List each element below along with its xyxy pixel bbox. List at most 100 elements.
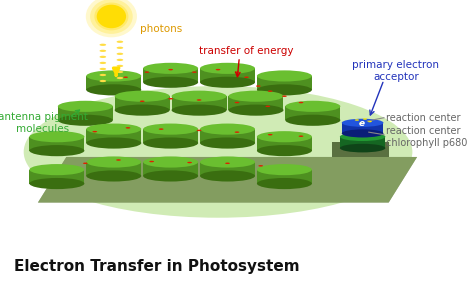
Polygon shape — [257, 76, 312, 90]
Ellipse shape — [257, 145, 312, 156]
Text: transfer of energy: transfer of energy — [199, 46, 294, 56]
Ellipse shape — [244, 77, 249, 78]
Ellipse shape — [200, 157, 255, 168]
Ellipse shape — [257, 178, 312, 189]
Ellipse shape — [100, 62, 106, 64]
Polygon shape — [58, 106, 113, 120]
Ellipse shape — [149, 161, 154, 162]
Ellipse shape — [90, 0, 133, 34]
Ellipse shape — [58, 115, 113, 126]
Ellipse shape — [200, 124, 255, 135]
Ellipse shape — [143, 137, 198, 149]
Ellipse shape — [115, 104, 170, 116]
Ellipse shape — [143, 77, 198, 88]
Ellipse shape — [117, 41, 123, 43]
Polygon shape — [115, 96, 170, 110]
Polygon shape — [200, 68, 255, 82]
Ellipse shape — [363, 118, 367, 120]
Ellipse shape — [86, 84, 141, 95]
Ellipse shape — [143, 63, 198, 74]
Ellipse shape — [235, 132, 239, 133]
Ellipse shape — [172, 104, 227, 116]
Polygon shape — [86, 129, 141, 143]
Ellipse shape — [58, 101, 113, 112]
Text: Electron Transfer in Photosystem: Electron Transfer in Photosystem — [14, 260, 300, 274]
Ellipse shape — [228, 91, 283, 102]
Ellipse shape — [197, 99, 201, 101]
Ellipse shape — [100, 74, 106, 76]
Ellipse shape — [97, 5, 126, 28]
Ellipse shape — [117, 77, 123, 79]
Ellipse shape — [117, 53, 123, 55]
Ellipse shape — [86, 124, 141, 135]
Ellipse shape — [359, 123, 363, 124]
Ellipse shape — [29, 178, 84, 189]
Ellipse shape — [100, 56, 106, 58]
Ellipse shape — [187, 162, 192, 163]
Text: photons: photons — [140, 24, 182, 34]
Polygon shape — [143, 129, 198, 143]
Polygon shape — [38, 157, 417, 203]
Ellipse shape — [29, 164, 84, 175]
Ellipse shape — [86, 157, 141, 168]
Ellipse shape — [342, 119, 383, 127]
Ellipse shape — [159, 128, 164, 130]
Polygon shape — [29, 137, 84, 151]
Ellipse shape — [168, 69, 173, 70]
Ellipse shape — [168, 98, 173, 100]
Ellipse shape — [285, 101, 340, 112]
Ellipse shape — [258, 165, 263, 166]
Ellipse shape — [257, 131, 312, 142]
Polygon shape — [200, 162, 255, 176]
Polygon shape — [200, 129, 255, 143]
Ellipse shape — [216, 69, 220, 70]
Text: reaction center
chlorophyll p680: reaction center chlorophyll p680 — [386, 126, 468, 148]
Ellipse shape — [257, 84, 312, 95]
Ellipse shape — [340, 132, 385, 141]
Ellipse shape — [192, 71, 197, 73]
Ellipse shape — [126, 127, 130, 129]
Ellipse shape — [200, 63, 255, 74]
Ellipse shape — [100, 50, 106, 52]
Ellipse shape — [117, 47, 123, 49]
Ellipse shape — [86, 0, 137, 37]
Ellipse shape — [268, 91, 273, 92]
Ellipse shape — [257, 164, 312, 175]
Ellipse shape — [86, 137, 141, 149]
Ellipse shape — [24, 86, 412, 218]
Ellipse shape — [100, 68, 106, 70]
Text: e: e — [359, 118, 365, 127]
Ellipse shape — [29, 145, 84, 156]
Ellipse shape — [92, 131, 97, 132]
Polygon shape — [228, 96, 283, 110]
Polygon shape — [257, 137, 312, 151]
Ellipse shape — [86, 70, 141, 81]
Ellipse shape — [368, 121, 372, 122]
Ellipse shape — [143, 124, 198, 135]
Polygon shape — [38, 157, 417, 203]
Ellipse shape — [256, 85, 261, 87]
Text: primary electron
acceptor: primary electron acceptor — [352, 60, 439, 82]
Polygon shape — [257, 170, 312, 184]
Ellipse shape — [228, 104, 283, 116]
Text: reaction center: reaction center — [386, 113, 461, 123]
Ellipse shape — [100, 44, 106, 46]
Polygon shape — [172, 96, 227, 110]
Ellipse shape — [172, 91, 227, 102]
Ellipse shape — [145, 71, 149, 73]
Polygon shape — [340, 137, 385, 148]
Ellipse shape — [268, 134, 273, 135]
Ellipse shape — [225, 163, 230, 164]
Ellipse shape — [355, 119, 359, 121]
Ellipse shape — [235, 102, 239, 103]
Ellipse shape — [116, 159, 121, 161]
Ellipse shape — [117, 59, 123, 61]
Ellipse shape — [143, 157, 198, 168]
Ellipse shape — [235, 71, 239, 73]
Ellipse shape — [200, 171, 255, 182]
Ellipse shape — [282, 95, 287, 97]
Polygon shape — [143, 162, 198, 176]
Ellipse shape — [342, 129, 383, 137]
Ellipse shape — [117, 65, 123, 67]
Ellipse shape — [200, 77, 255, 88]
